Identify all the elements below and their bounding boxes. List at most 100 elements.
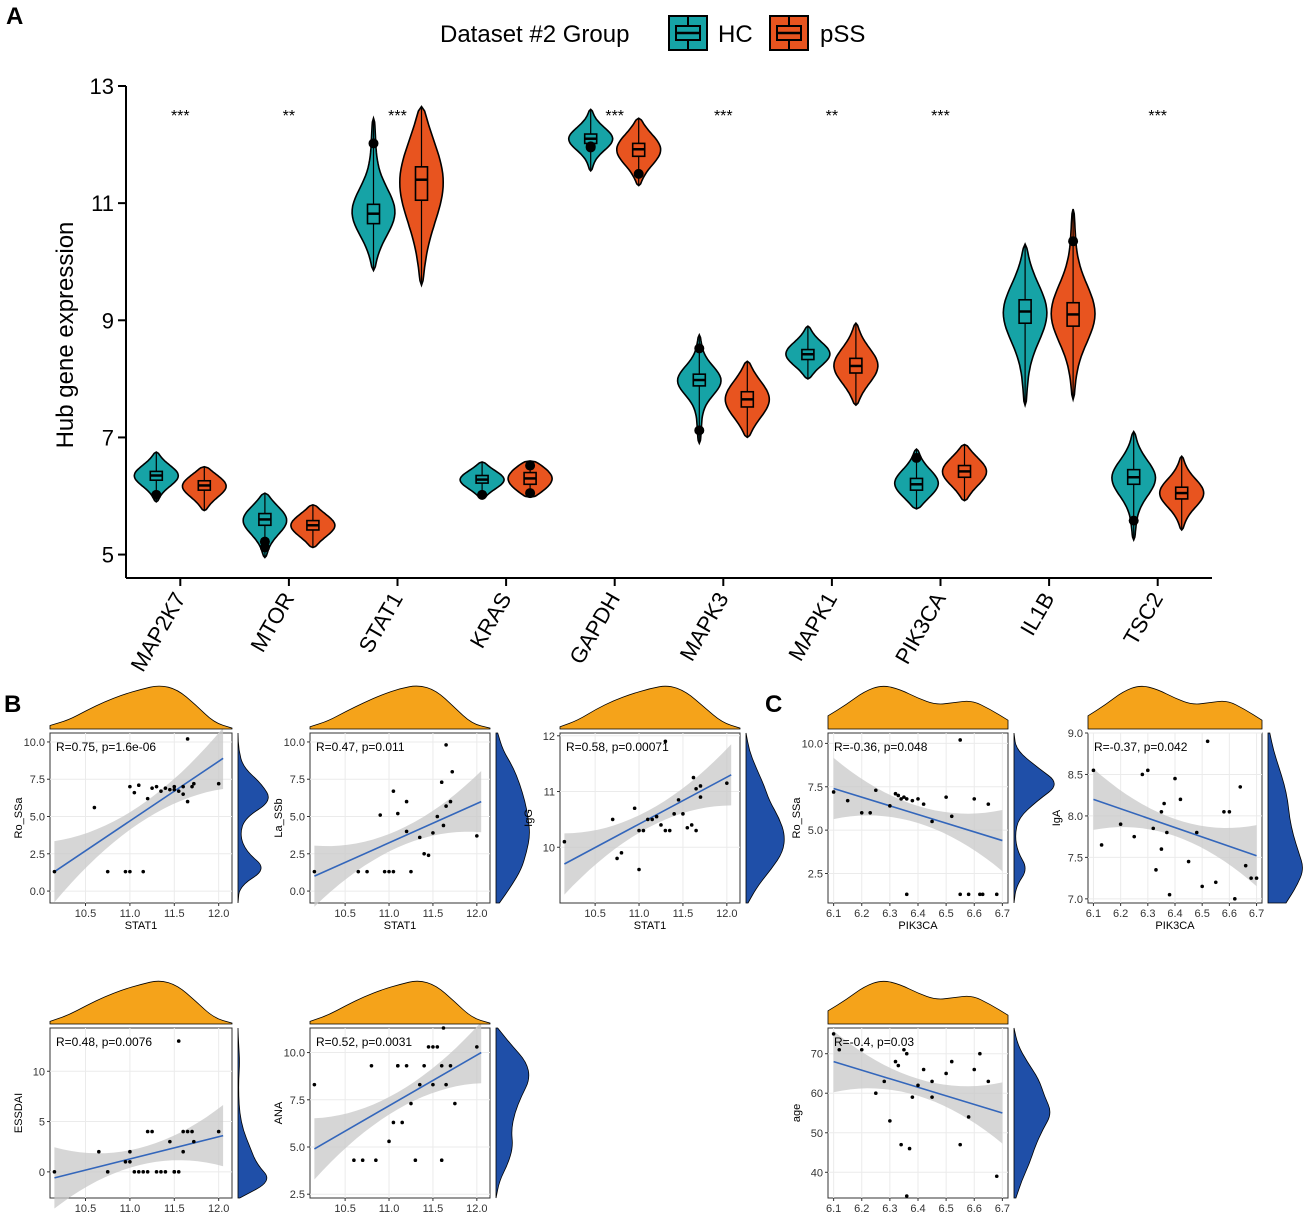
right-density [495,732,530,904]
data-point [444,804,448,808]
data-point [1162,801,1166,806]
data-point [216,781,221,786]
y-tick-label: 2.5 [290,1189,305,1201]
data-point [899,1142,903,1147]
data-point [136,783,141,787]
y-axis-label: Ro_SSa [791,797,803,839]
data-point [185,799,190,804]
data-point [859,1047,864,1052]
x-tick-label: 6.1 [1086,908,1101,920]
data-point [882,1079,887,1084]
y-tick-label: 10.0 [284,737,305,749]
data-point [659,823,663,827]
y-tick-label: 60 [811,1088,823,1100]
x-axis-label: STAT1 [634,920,667,932]
significance-label: *** [931,108,950,125]
data-point [426,853,431,858]
data-point [159,789,163,793]
data-point [1165,830,1169,835]
significance-label: *** [605,108,624,125]
x-tick-label: 12.0 [208,1203,229,1213]
data-point [1249,876,1253,880]
data-point [910,1095,915,1099]
data-point [907,1146,912,1151]
data-point [1154,868,1158,872]
y-tick-label: 5 [102,543,114,568]
x-tick-label: 11.5 [423,908,444,920]
data-point [1194,830,1199,835]
data-point [404,799,409,804]
fit-line [314,800,482,877]
scatter-pik3ca-ro-ssa: 6.1 6.2 6.3 6.4 6.5 6.6 6.7 2.5 5.0 7.5 10.0 PIK3CA… [791,685,1055,932]
data-point [904,1051,909,1056]
data-point [916,1083,920,1088]
x-tick-label: 6.5 [1195,908,1210,920]
data-point [641,828,646,833]
box [414,166,429,202]
y-tick-label: 9.0 [1068,728,1083,740]
data-point [921,1067,926,1072]
data-point [391,789,396,793]
data-point [986,1079,991,1084]
data-point [105,1170,110,1174]
data-point [181,792,185,796]
correlation-stat: R=0.47, p=0.011 [316,740,405,754]
data-point [831,1032,836,1036]
x-tick-label: 6.7 [995,1203,1010,1213]
x-tick-label: 6.4 [910,1203,925,1213]
data-point [391,869,396,874]
y-tick-label: 0.0 [290,886,305,898]
outlier-point [911,452,922,463]
y-tick-label: 10 [543,842,555,854]
data-point [685,825,690,830]
x-tick-label: 6.5 [938,908,953,920]
y-tick-label: 7.5 [290,774,305,786]
x-tick-label: 6.2 [1113,908,1128,920]
x-axis-label: PIK3CA [1155,920,1195,932]
data-point [681,812,685,816]
significance-label: ** [826,108,838,125]
x-tick-label: 11.5 [164,908,185,920]
data-point [691,775,696,780]
x-tick-label: PIK3CA [890,588,951,669]
data-point [181,784,185,789]
data-point [176,1170,181,1174]
data-point [176,1039,181,1043]
data-point [1140,772,1145,777]
x-tick-label: IL1B [1015,588,1059,640]
outlier-point [694,343,705,354]
outlier-point [259,542,270,553]
data-point [404,1063,409,1068]
data-point [972,797,977,801]
data-point [352,1158,356,1163]
data-point [868,810,872,815]
fit-line [53,757,224,873]
correlation-stat: R=-0.36, p=0.048 [834,740,928,754]
scatter-pik3ca-iga: 6.1 6.2 6.3 6.4 6.5 6.6 6.7 7.0 7.5 8.0 8.5 9.0 PIK3… [1051,685,1303,932]
data-point [444,743,448,747]
y-tick-label: 10.0 [802,738,823,750]
significance-label: *** [388,108,407,125]
y-tick-label: 0 [39,1167,45,1179]
data-point [163,1170,168,1174]
top-density [49,980,233,1025]
x-tick-label: MAPK3 [675,588,734,665]
y-tick-label: 5.0 [808,825,823,837]
x-tick-label: MTOR [245,588,299,656]
data-point [190,1129,194,1134]
y-axis-label: age [791,1104,803,1122]
data-point [52,1170,57,1174]
outlier-point [585,142,596,153]
x-tick-label: 10.5 [584,908,605,920]
x-tick-label: MAP2K7 [126,588,191,676]
x-tick-label: 11.0 [379,1203,400,1213]
x-tick-label: 10.5 [75,1203,96,1213]
data-point [154,1170,159,1174]
data-point [409,1101,413,1106]
data-point [391,1120,396,1125]
data-point [413,1158,418,1163]
y-tick-label: 7 [102,425,114,450]
data-point [439,1063,444,1068]
y-tick-label: 2.5 [808,869,823,881]
x-tick-label: KRAS [465,588,517,652]
